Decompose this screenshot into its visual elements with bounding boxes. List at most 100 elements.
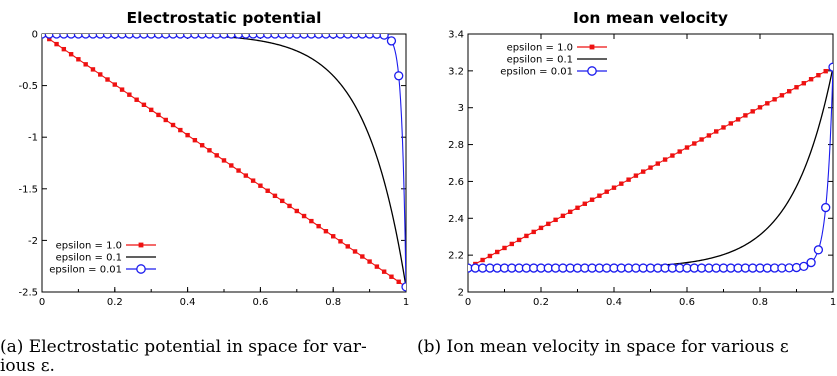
y-tick-label: 0 [32,30,38,41]
y-tick-label: -2.5 [18,288,38,299]
data-point [250,178,256,183]
data-point [149,107,154,113]
data-point [54,41,59,47]
data-point [743,113,748,118]
data-point [280,198,285,204]
data-point [706,133,712,138]
x-tick-label: 0.4 [180,297,196,308]
x-tick-label: 0.6 [252,297,268,308]
figure-canvas: Electrostatic potential 0 0.2 0.4 0.6 0.8 1 0 -0… [18,9,836,308]
caption-a-line1: (a) Electrostatic potential in space for… [0,337,367,357]
data-point [648,165,653,170]
legend-label: epsilon = 0.1 [507,55,573,66]
data-point [102,34,113,39]
data-point [345,244,350,249]
data-point [560,213,566,219]
data-point [394,71,404,81]
data-point [197,34,207,39]
data-point [509,241,514,247]
data-point [277,34,287,39]
y-tick-label: 3.4 [448,30,464,41]
data-point [59,34,69,39]
data-point [51,34,62,39]
caption-b-line1: (b) Ion mean velocity in space for vario… [417,337,789,357]
legend-label: epsilon = 0.01 [500,67,573,78]
data-point [258,183,263,188]
data-point [287,203,292,209]
data-point [243,173,249,178]
data-point [309,218,314,224]
data-point [98,72,103,77]
data-point [546,221,551,227]
data-point [641,169,646,174]
data-point [821,202,831,213]
legend-label: epsilon = 1.0 [56,241,122,252]
data-point [626,177,631,182]
data-point [73,34,84,39]
legend-marker [136,264,146,274]
data-point [321,34,331,39]
chart-title: Ion mean velocity [573,9,728,27]
data-point [582,201,587,206]
data-point [284,34,295,39]
data-point [178,127,183,133]
chart-title: Electrostatic potential [127,9,322,27]
data-point [692,141,697,146]
series-epsilon-0-01 [468,62,833,273]
y-tick-label: -1 [28,133,38,144]
data-point [141,102,147,107]
plot-area [42,34,406,292]
data-point [127,92,132,97]
y-tick-label: 3.2 [448,66,464,77]
data-point [313,34,324,39]
data-point [735,117,741,122]
data-point [226,34,236,39]
data-point [66,34,76,39]
x-tick-label: 0 [465,297,471,308]
legend-marker [587,66,597,76]
data-point [619,181,624,186]
data-point [374,264,380,269]
series-epsilon-1-0 [42,34,406,290]
data-point [589,197,595,202]
data-point [338,239,343,244]
data-point [185,132,190,138]
data-point [134,97,139,102]
legend-label: epsilon = 0.1 [56,253,122,264]
data-point [531,229,536,235]
data-point [105,77,110,82]
data-point [553,217,558,223]
data-point [721,125,726,130]
data-point [401,282,406,292]
y-tick-label: 2 [458,288,464,299]
x-tick-label: 0.2 [107,297,123,308]
data-point [684,145,690,150]
y-tick-label: 3 [458,103,464,114]
data-point [83,62,88,67]
data-point [765,101,770,106]
data-point [386,36,397,46]
data-point [316,223,321,229]
series-epsilon-1-0 [468,64,833,271]
y-tick-label: 2.4 [448,214,464,225]
data-point [299,34,309,39]
y-tick-label: -0.5 [18,81,38,92]
x-tick-label: 0 [39,297,45,308]
data-point [110,34,120,39]
data-point [772,97,777,102]
y-tick-label: 2.8 [448,140,464,151]
data-point [662,157,668,162]
data-point [367,259,372,264]
legend-label: epsilon = 0.01 [49,265,122,276]
data-point [199,143,205,148]
x-tick-label: 0.6 [679,297,695,308]
data-point [502,245,507,251]
data-point [360,254,365,259]
data-point [265,188,270,193]
data-point [568,209,573,214]
data-point [757,105,763,110]
data-point [168,34,178,39]
data-point [516,237,522,243]
data-point [263,34,273,39]
data-point [389,274,394,279]
